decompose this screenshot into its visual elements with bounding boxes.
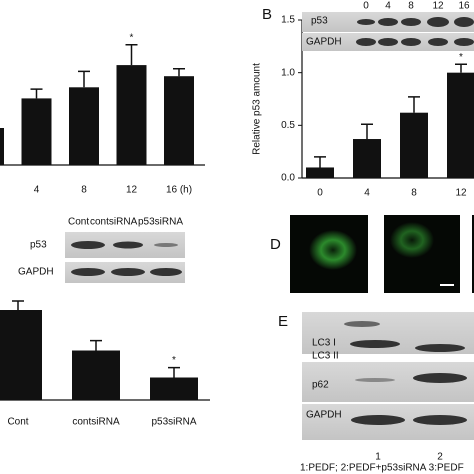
lane-label: 1: [375, 452, 381, 463]
row-label: p53: [311, 16, 328, 27]
bar: [0, 310, 42, 400]
y-axis-label: Relative p53 amount: [252, 63, 263, 155]
caption: 1:PEDF; 2:PEDF+p53siRNA 3:PEDF: [300, 463, 464, 474]
error-bar: [361, 123, 373, 140]
error-bar: [455, 63, 467, 73]
lane-label: Cont: [68, 217, 89, 228]
bar: [0, 128, 4, 165]
error-bar: [168, 366, 180, 378]
lane-label: 8: [408, 1, 414, 12]
bar: [447, 72, 474, 178]
x-tick-label: Cont: [7, 417, 28, 428]
lane-label: p53siRNA: [138, 217, 183, 228]
error-bar: [12, 300, 24, 310]
x-tick-label: contsiRNA: [72, 417, 120, 428]
panel-letter: E: [278, 313, 288, 330]
blot-b: B 0 4 8 12 16 p53 GAPDH: [262, 1, 474, 51]
x-tick-label: 16 (h): [166, 185, 192, 196]
row-label: GAPDH: [306, 37, 342, 48]
bar: [69, 87, 99, 165]
lane-label: 12: [432, 1, 444, 12]
lane-label: 2: [437, 452, 443, 463]
panel-letter: D: [270, 236, 281, 253]
significance-mark: *: [172, 355, 176, 366]
lane-label: 4: [385, 1, 391, 12]
bar: [164, 76, 194, 165]
error-bar: [90, 339, 102, 351]
x-tick-label: 4: [364, 188, 370, 199]
y-tick-label: 1.5: [281, 15, 295, 26]
lane-label: 0: [363, 1, 369, 12]
bar: [21, 98, 52, 165]
significance-mark: *: [459, 52, 463, 63]
error-bar: [408, 96, 420, 113]
row-label: p62: [312, 380, 329, 391]
blot-c: Cont contsiRNA p53siRNA p53 GAPDH: [18, 217, 185, 283]
x-tick-label: p53siRNA: [151, 417, 196, 428]
row-label: GAPDH: [18, 267, 54, 278]
lane-label: contsiRNA: [90, 217, 138, 228]
bar: [353, 139, 381, 178]
error-bar: [125, 44, 138, 66]
error-bar: [314, 156, 326, 168]
x-tick-label: 12: [126, 185, 138, 196]
error-bar: [30, 88, 43, 99]
panel-e: E LC3 I LC3 II p62 GAPDH 1 2 1:PEDF; 2:P…: [278, 312, 474, 474]
y-tick-label: 1.0: [281, 67, 295, 78]
panel-d: D 1 2: [270, 215, 474, 324]
x-tick-label: 8: [81, 185, 87, 196]
bar: [306, 167, 334, 178]
bar: [116, 65, 147, 165]
x-tick-label: 8: [411, 188, 417, 199]
x-tick-label: 12: [455, 188, 467, 199]
y-tick-label: 0.0: [281, 173, 295, 184]
row-label: p53: [30, 240, 47, 251]
panel-letter: B: [262, 6, 272, 23]
significance-mark: *: [130, 32, 134, 43]
row-label: GAPDH: [306, 410, 342, 421]
bar: [400, 112, 428, 178]
bar: [72, 350, 120, 400]
x-tick-label: 0: [317, 188, 323, 199]
x-tick-label: 4: [34, 185, 40, 196]
y-tick-label: 0.5: [281, 120, 295, 131]
row-label: LC3 I: [312, 338, 336, 349]
lane-label: 16: [458, 1, 470, 12]
error-bar: [78, 70, 90, 88]
row-label: LC3 II: [312, 351, 339, 362]
bar: [150, 377, 198, 400]
error-bar: [173, 68, 185, 77]
